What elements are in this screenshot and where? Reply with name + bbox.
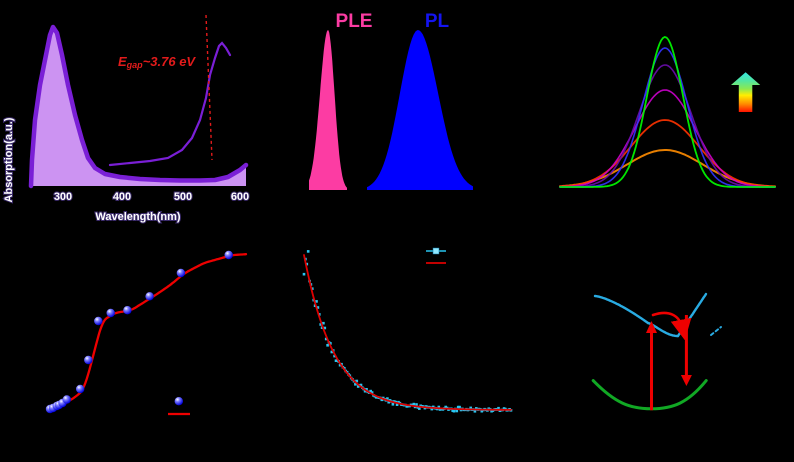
svg-text:PL: PL [425,11,450,32]
svg-text:400: 400 [113,191,131,203]
svg-text:600: 600 [231,191,249,203]
svg-text:Absorption(a.u.): Absorption(a.u.) [3,117,15,202]
svg-text:300: 300 [54,191,72,203]
svg-text:Egap~3.76 eV: Egap~3.76 eV [118,54,196,70]
svg-text:PLE: PLE [336,11,373,32]
svg-text:Wavelength(nm): Wavelength(nm) [95,211,180,223]
svg-text:500: 500 [174,191,192,203]
